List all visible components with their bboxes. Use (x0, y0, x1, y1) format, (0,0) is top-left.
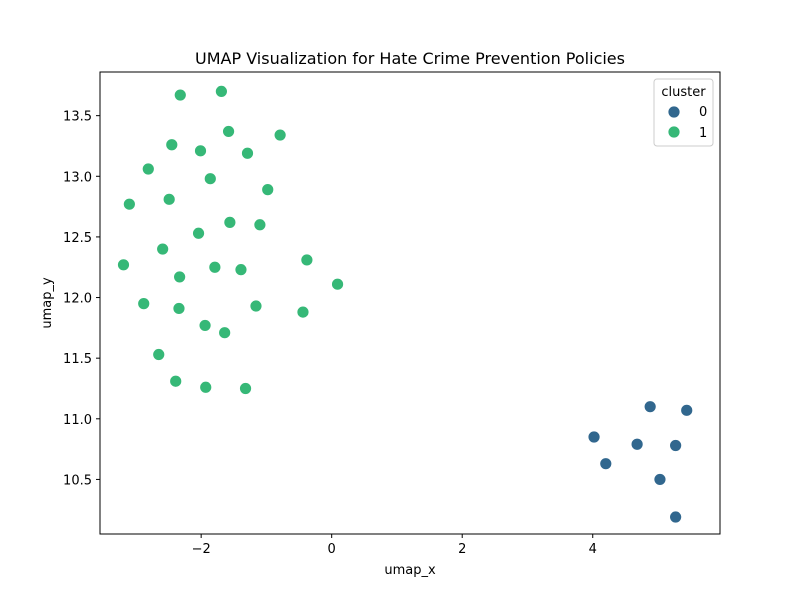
x-axis: −2 0 2 4 (192, 534, 597, 557)
data-point-cluster-1 (273, 128, 287, 142)
data-point-cluster-1 (249, 299, 263, 313)
data-point-cluster-1 (137, 297, 151, 311)
data-point-cluster-1 (203, 172, 217, 186)
legend-title: cluster (661, 85, 706, 100)
legend-label-1: 1 (699, 126, 707, 141)
data-point-cluster-1 (241, 146, 254, 160)
legend-marker-1 (667, 125, 681, 139)
y-tick-label: 12.5 (63, 231, 92, 246)
x-tick-label: 4 (589, 542, 597, 557)
x-axis-label: umap_x (384, 563, 436, 578)
data-points (117, 85, 694, 524)
x-tick-label: −2 (192, 542, 211, 557)
y-axis-label: umap_y (40, 277, 55, 329)
data-point-cluster-0 (653, 473, 667, 486)
data-point-cluster-0 (599, 457, 613, 471)
data-point-cluster-1 (198, 319, 212, 332)
data-point-cluster-1 (117, 258, 130, 272)
data-point-cluster-1 (253, 218, 267, 232)
y-tick-label: 11.5 (63, 352, 92, 367)
y-tick-label: 10.5 (63, 473, 92, 488)
data-point-cluster-1 (172, 302, 186, 315)
data-point-cluster-1 (199, 380, 213, 394)
data-point-cluster-1 (261, 183, 275, 197)
data-point-cluster-1 (239, 382, 252, 395)
data-point-cluster-0 (680, 403, 694, 417)
data-point-cluster-0 (630, 437, 644, 451)
data-point-cluster-1 (152, 348, 166, 361)
legend-marker-0 (667, 105, 681, 119)
y-tick-label: 13.5 (63, 110, 92, 125)
data-point-cluster-1 (173, 88, 187, 102)
data-point-cluster-1 (222, 125, 235, 138)
y-tick-label: 11.0 (63, 413, 92, 428)
data-point-cluster-1 (214, 85, 228, 98)
data-point-cluster-1 (122, 197, 136, 211)
data-point-cluster-1 (156, 242, 170, 256)
y-axis: 10.5 11.0 11.5 12.0 12.5 13.0 13.5 (63, 110, 100, 488)
data-point-cluster-1 (208, 260, 222, 274)
plot-frame (99, 71, 721, 535)
data-point-cluster-1 (218, 326, 232, 340)
data-point-cluster-1 (141, 162, 155, 176)
data-point-cluster-0 (643, 400, 657, 414)
data-point-cluster-1 (162, 192, 176, 206)
legend: cluster 0 1 (653, 78, 714, 147)
y-tick-label: 13.0 (63, 170, 92, 185)
data-point-cluster-1 (165, 138, 179, 152)
data-point-cluster-0 (669, 439, 683, 452)
data-point-cluster-1 (300, 253, 314, 267)
x-tick-label: 2 (458, 542, 466, 557)
data-point-cluster-0 (587, 430, 601, 444)
data-point-cluster-1 (296, 305, 310, 319)
data-point-cluster-1 (331, 277, 344, 291)
chart-title: UMAP Visualization for Hate Crime Preven… (195, 49, 625, 68)
y-tick-label: 12.0 (63, 292, 92, 307)
data-point-cluster-1 (192, 226, 205, 240)
data-point-cluster-1 (234, 263, 248, 277)
data-point-cluster-1 (169, 374, 183, 388)
data-point-cluster-0 (669, 510, 683, 524)
data-point-cluster-1 (223, 215, 237, 229)
data-point-cluster-1 (173, 270, 187, 284)
data-point-cluster-1 (194, 144, 207, 158)
x-tick-label: 0 (328, 542, 336, 557)
legend-label-0: 0 (699, 105, 707, 120)
